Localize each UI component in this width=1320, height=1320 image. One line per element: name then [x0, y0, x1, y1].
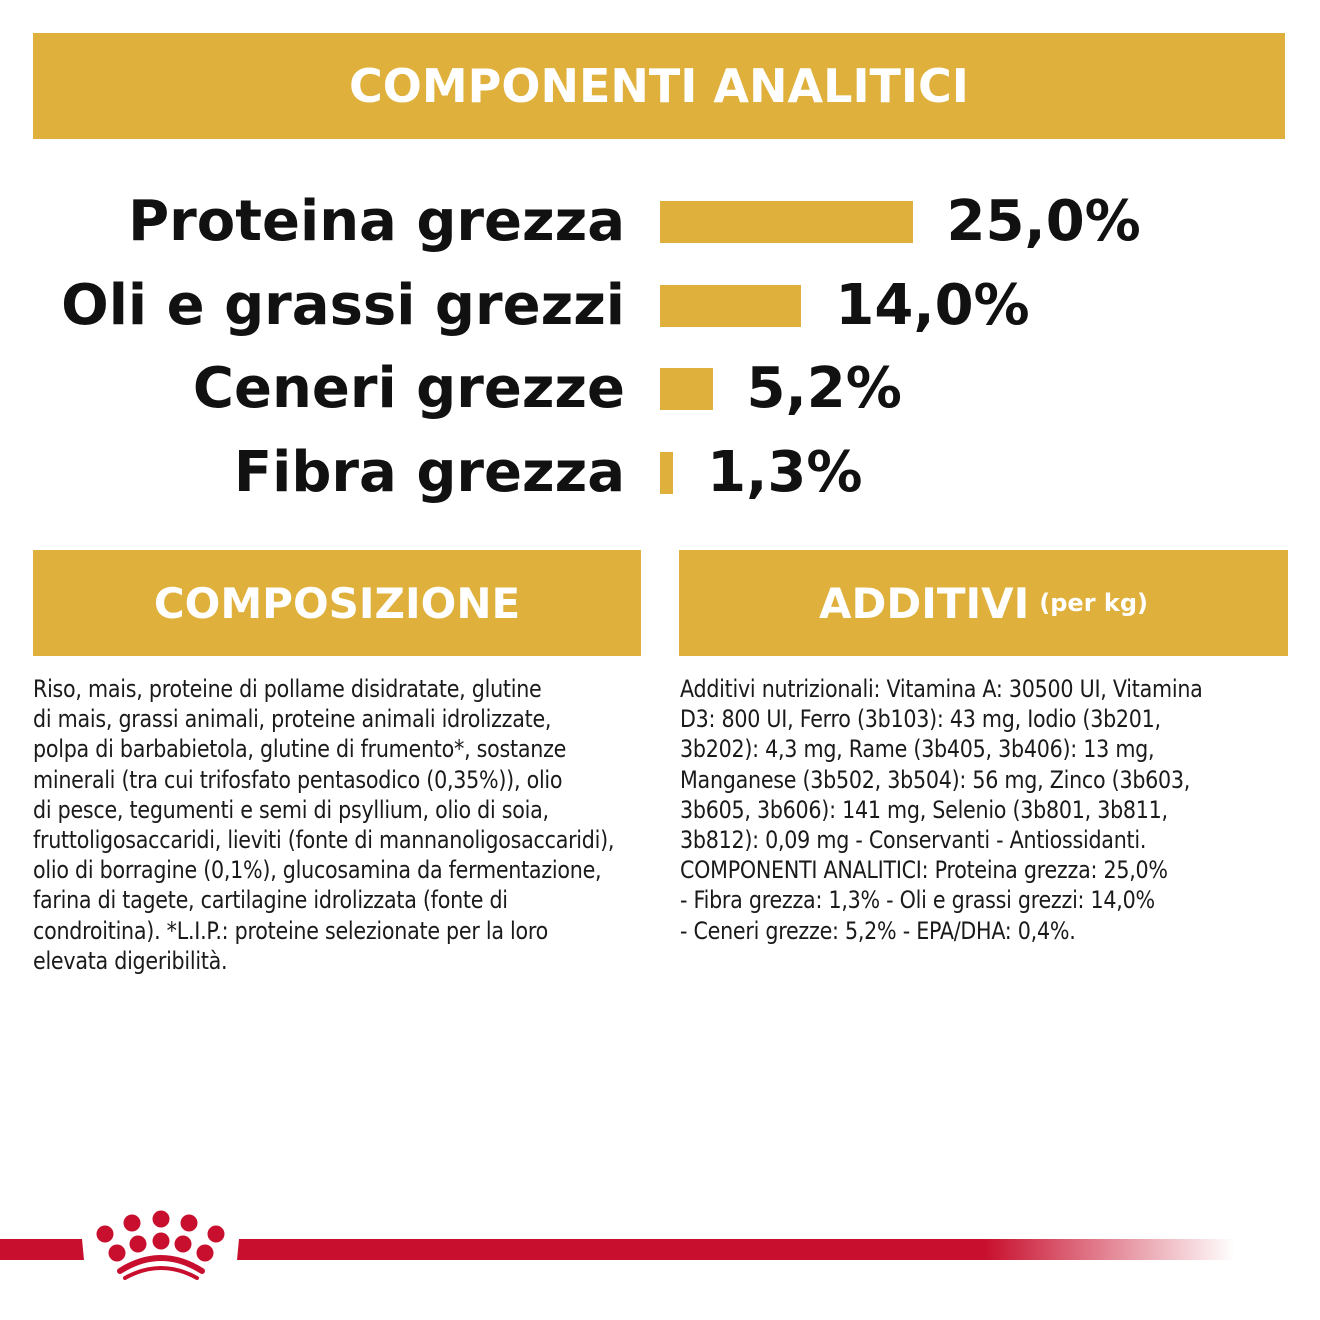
text-line: elevata digeribilità. — [33, 946, 228, 975]
text-line: Manganese (3b502, 3b504): 56 mg, Zinco (… — [680, 765, 1191, 794]
text-line: polpa di barbabietola, glutine di frumen… — [33, 735, 567, 764]
additives-header: ADDITIVI (per kg) — [679, 550, 1288, 656]
analytic-bar — [660, 201, 913, 243]
header-analytic-components: COMPONENTI ANALITICI — [33, 33, 1285, 139]
analytic-row: Oli e grassi grezzi 14,0% — [0, 264, 1320, 348]
text-line: 3b202): 4,3 mg, Rame (3b405, 3b406): 13 … — [680, 735, 1155, 764]
analytic-bar — [660, 368, 713, 410]
brand-footer — [0, 1210, 1235, 1280]
analytic-label: Proteina grezza — [128, 189, 625, 254]
text-line: fruttoligosaccaridi, lieviti (fonte di m… — [33, 825, 615, 854]
text-line: olio di borragine (0,1%), glucosamina da… — [33, 856, 602, 885]
header-title: COMPONENTI ANALITICI — [349, 59, 969, 113]
analytic-row: Ceneri grezze 5,2% — [0, 347, 1320, 431]
analytic-row: Proteina grezza 25,0% — [0, 180, 1320, 264]
red-stripe-left — [0, 1239, 84, 1260]
text-line: Additivi nutrizionali: Vitamina A: 30500… — [680, 675, 1203, 703]
text-line: - Ceneri grezze: 5,2% - EPA/DHA: 0,4%. — [680, 916, 1076, 945]
text-line: minerali (tra cui trifosfato pentasodico… — [33, 765, 563, 794]
composition-text: Riso, mais, proteine di pollame disidrat… — [33, 674, 614, 976]
text-line: farina di tagete, cartilagine idrolizzat… — [33, 886, 508, 915]
analytic-value: 25,0% — [946, 189, 1141, 254]
text-line: condroitina). *L.I.P.: proteine selezion… — [33, 916, 549, 945]
additives-title: ADDITIVI — [818, 578, 1030, 628]
composition-title: COMPOSIZIONE — [153, 578, 521, 628]
analytic-label: Oli e grassi grezzi — [61, 273, 625, 338]
text-line: D3: 800 UI, Ferro (3b103): 43 mg, Iodio … — [680, 705, 1161, 734]
analytic-bar — [660, 452, 674, 494]
text-line: - Fibra grezza: 1,3% - Oli e grassi grez… — [680, 886, 1155, 915]
text-line: Riso, mais, proteine di pollame disidrat… — [33, 675, 542, 703]
text-line: 3b812): 0,09 mg - Conservanti - Antiossi… — [680, 825, 1147, 854]
additives-text: Additivi nutrizionali: Vitamina A: 30500… — [680, 674, 1203, 946]
analytic-value: 5,2% — [746, 356, 902, 421]
analytic-value: 1,3% — [707, 440, 863, 505]
text-line: 3b605, 3b606): 141 mg, Selenio (3b801, 3… — [680, 795, 1168, 824]
analytic-row: Fibra grezza 1,3% — [0, 431, 1320, 515]
analytic-value: 14,0% — [835, 273, 1030, 338]
crown-icon — [96, 1210, 225, 1280]
text-line: COMPONENTI ANALITICI: Proteina grezza: 2… — [680, 856, 1168, 885]
red-stripe-right — [237, 1239, 1235, 1260]
analytic-bar — [660, 285, 802, 327]
analytic-label: Ceneri grezze — [192, 356, 625, 421]
additives-subtitle: (per kg) — [1039, 589, 1148, 617]
composition-header: COMPOSIZIONE — [33, 550, 641, 656]
analytic-label: Fibra grezza — [233, 440, 625, 505]
text-line: di pesce, tegumenti e semi di psyllium, … — [33, 795, 549, 824]
text-line: di mais, grassi animali, proteine animal… — [33, 705, 552, 734]
